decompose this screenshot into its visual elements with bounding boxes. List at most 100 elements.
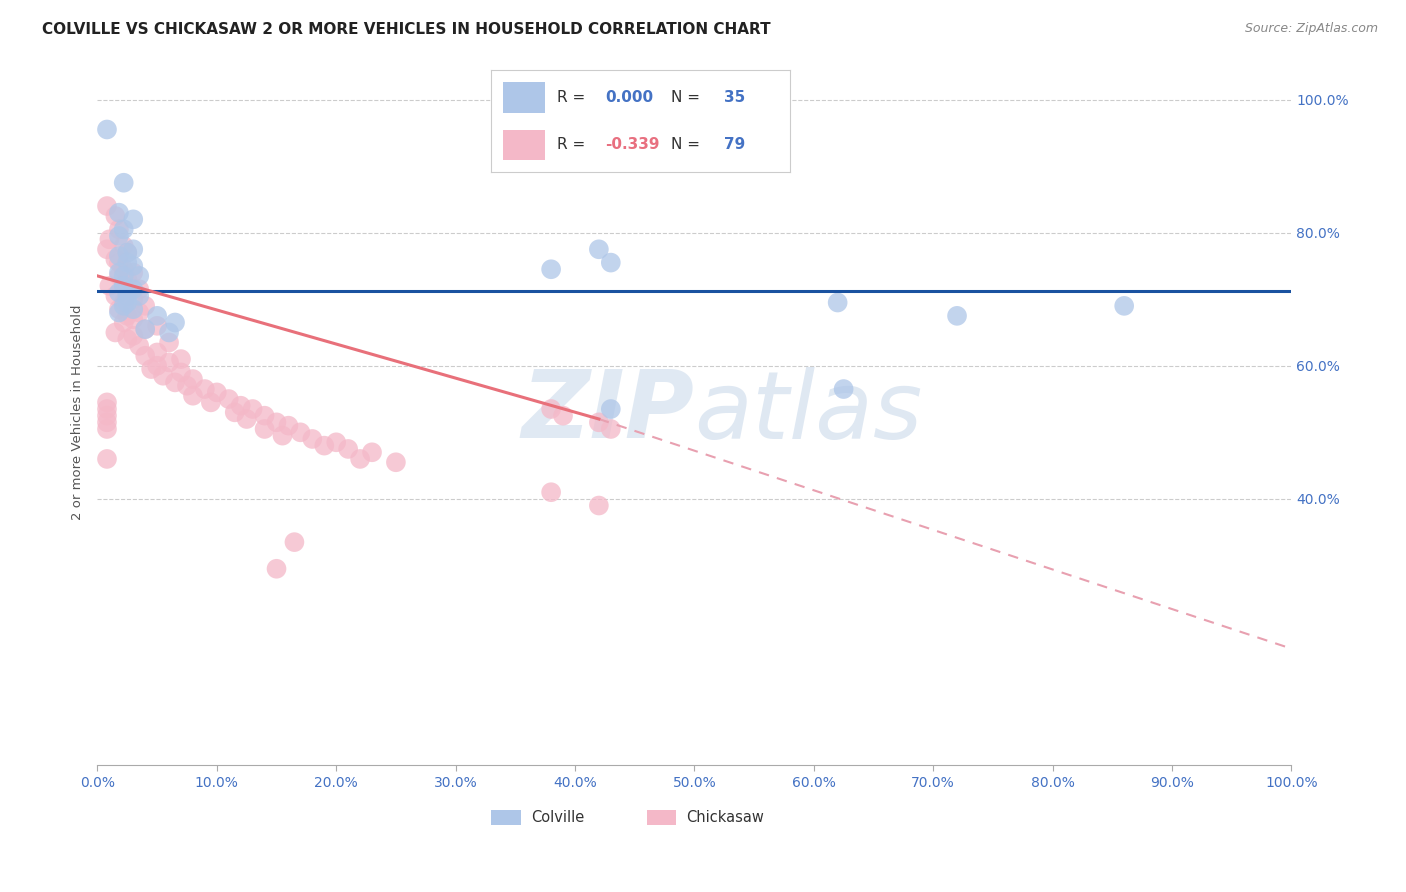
Point bbox=[253, 422, 276, 436]
Point bbox=[170, 352, 193, 367]
Point bbox=[290, 425, 312, 440]
Point bbox=[108, 222, 131, 236]
Bar bbox=[492, 810, 522, 825]
Point bbox=[181, 372, 204, 386]
Point bbox=[224, 405, 246, 419]
Point bbox=[112, 262, 135, 277]
Point bbox=[827, 295, 849, 310]
Point bbox=[157, 355, 180, 369]
Point bbox=[235, 412, 257, 426]
Bar bbox=[647, 810, 676, 825]
Point bbox=[98, 232, 121, 246]
Point bbox=[108, 285, 131, 300]
Point bbox=[134, 322, 156, 336]
Point bbox=[96, 242, 118, 256]
Point bbox=[122, 302, 145, 317]
Point bbox=[349, 452, 371, 467]
Point bbox=[588, 499, 610, 513]
Point bbox=[96, 402, 118, 417]
Point bbox=[170, 366, 193, 380]
Point bbox=[337, 442, 360, 456]
Point bbox=[540, 262, 562, 277]
Point bbox=[540, 485, 562, 500]
Point bbox=[117, 295, 139, 310]
Point bbox=[117, 255, 139, 269]
Point bbox=[146, 359, 169, 373]
Point bbox=[117, 332, 139, 346]
Point bbox=[96, 122, 118, 136]
Point bbox=[112, 268, 135, 283]
Point bbox=[163, 376, 186, 390]
Point bbox=[108, 229, 131, 244]
Point bbox=[141, 362, 163, 376]
Point bbox=[242, 402, 264, 417]
Text: Colville: Colville bbox=[531, 810, 583, 825]
Point bbox=[98, 279, 121, 293]
Point bbox=[112, 279, 135, 293]
Point bbox=[112, 176, 135, 190]
Point bbox=[181, 389, 204, 403]
Point bbox=[540, 402, 562, 417]
Text: Source: ZipAtlas.com: Source: ZipAtlas.com bbox=[1244, 22, 1378, 36]
Point bbox=[588, 415, 610, 429]
Point bbox=[104, 252, 127, 267]
Point bbox=[176, 378, 198, 392]
Text: ZIP: ZIP bbox=[522, 367, 695, 458]
Point bbox=[134, 322, 156, 336]
Point bbox=[832, 382, 855, 396]
Point bbox=[253, 409, 276, 423]
Point bbox=[122, 312, 145, 326]
Point bbox=[200, 395, 222, 409]
Point bbox=[96, 395, 118, 409]
Point bbox=[96, 199, 118, 213]
Point bbox=[301, 432, 323, 446]
Point bbox=[112, 316, 135, 330]
Point bbox=[946, 309, 969, 323]
Point bbox=[128, 268, 150, 283]
Point bbox=[205, 385, 228, 400]
Point bbox=[122, 282, 145, 296]
Point bbox=[163, 316, 186, 330]
Point bbox=[96, 415, 118, 429]
Point bbox=[122, 242, 145, 256]
Text: COLVILLE VS CHICKASAW 2 OR MORE VEHICLES IN HOUSEHOLD CORRELATION CHART: COLVILLE VS CHICKASAW 2 OR MORE VEHICLES… bbox=[42, 22, 770, 37]
Point bbox=[128, 305, 150, 319]
Point bbox=[108, 305, 131, 319]
Point bbox=[122, 292, 145, 306]
Point bbox=[277, 418, 299, 433]
Point bbox=[128, 282, 150, 296]
Point bbox=[1114, 299, 1136, 313]
Point bbox=[96, 409, 118, 423]
Point bbox=[283, 535, 305, 549]
Point bbox=[599, 402, 621, 417]
Point bbox=[152, 368, 174, 383]
Point bbox=[588, 242, 610, 256]
Point bbox=[104, 209, 127, 223]
Point bbox=[314, 439, 336, 453]
Point bbox=[117, 285, 139, 300]
Text: atlas: atlas bbox=[695, 367, 922, 458]
Point bbox=[108, 302, 131, 317]
Point bbox=[122, 328, 145, 343]
Text: Chickasaw: Chickasaw bbox=[686, 810, 763, 825]
Point bbox=[361, 445, 384, 459]
Y-axis label: 2 or more Vehicles in Household: 2 or more Vehicles in Household bbox=[72, 304, 84, 520]
Point bbox=[104, 326, 127, 340]
Point bbox=[385, 455, 408, 469]
Point bbox=[108, 268, 131, 283]
Point bbox=[108, 205, 131, 219]
Point bbox=[599, 422, 621, 436]
Point bbox=[108, 266, 131, 280]
Point bbox=[194, 382, 217, 396]
Point bbox=[112, 295, 135, 310]
Point bbox=[117, 245, 139, 260]
Point bbox=[112, 299, 135, 313]
Point bbox=[229, 399, 252, 413]
Point bbox=[112, 239, 135, 253]
Point bbox=[122, 259, 145, 273]
Point bbox=[117, 245, 139, 260]
Point bbox=[325, 435, 347, 450]
Point bbox=[122, 212, 145, 227]
Point bbox=[108, 249, 131, 263]
Point bbox=[218, 392, 240, 406]
